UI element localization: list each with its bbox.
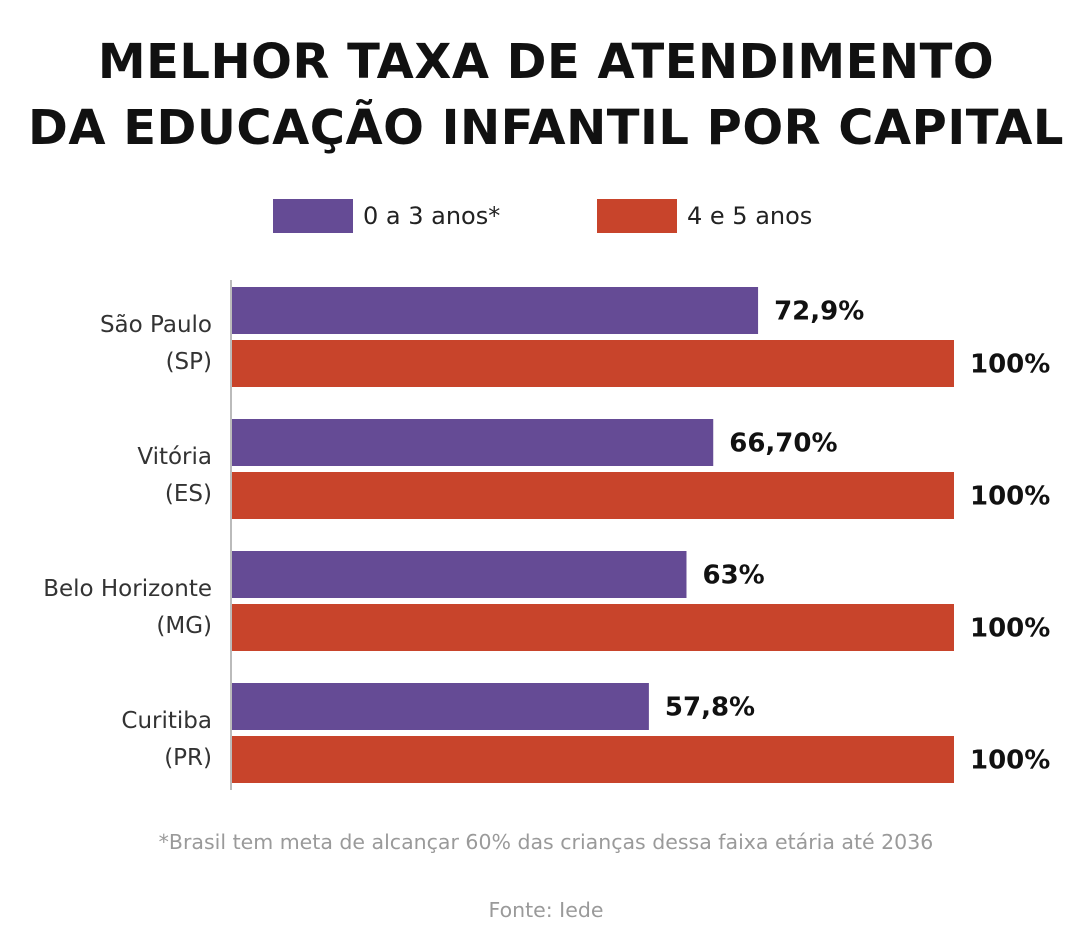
bar-sao-paulo-4-e-5-anos [231, 340, 954, 387]
value-label-sao-paulo-0-a-3-anos: 72,9% [774, 297, 864, 327]
category-sublabel-sao-paulo: (SP) [166, 349, 212, 375]
legend-item-4-e-5-anos: 4 e 5 anos [597, 199, 812, 233]
legend-swatch-0-a-3-anos [273, 199, 353, 233]
value-label-vitoria-0-a-3-anos: 66,70% [729, 429, 837, 459]
bar-vitoria-0-a-3-anos [231, 419, 714, 466]
value-label-belo-horizonte-0-a-3-anos: 63% [702, 561, 764, 591]
bar-chart: 72,9% 100% São Paulo (SP) 66,70% 100% Vitória (… [43, 280, 1050, 790]
value-label-curitiba-4-e-5-anos: 100% [970, 746, 1050, 776]
category-sublabel-belo-horizonte: (MG) [156, 613, 212, 639]
bar-vitoria-4-e-5-anos [231, 472, 954, 519]
bar-belo-horizonte-0-a-3-anos [231, 551, 687, 598]
legend-item-0-a-3-anos: 0 a 3 anos* [273, 199, 500, 233]
bar-belo-horizonte-4-e-5-anos [231, 604, 954, 651]
category-label-curitiba: Curitiba [121, 708, 212, 734]
legend-label-0-a-3-anos: 0 a 3 anos* [363, 202, 501, 230]
legend-swatch-4-e-5-anos [597, 199, 677, 233]
bar-curitiba-0-a-3-anos [231, 683, 649, 730]
footnote: *Brasil tem meta de alcançar 60% das cri… [158, 830, 934, 854]
category-sublabel-vitoria: (ES) [165, 481, 212, 507]
category-label-belo-horizonte: Belo Horizonte [43, 576, 212, 602]
bar-curitiba-4-e-5-anos [231, 736, 954, 783]
value-label-belo-horizonte-4-e-5-anos: 100% [970, 614, 1050, 644]
value-label-vitoria-4-e-5-anos: 100% [970, 482, 1050, 512]
value-label-curitiba-0-a-3-anos: 57,8% [665, 693, 755, 723]
value-label-sao-paulo-4-e-5-anos: 100% [970, 350, 1050, 380]
category-label-sao-paulo: São Paulo [100, 312, 212, 338]
chart-title-line-2: DA EDUCAÇÃO INFANTIL POR CAPITAL [28, 100, 1064, 156]
category-label-vitoria: Vitória [137, 444, 212, 470]
legend-label-4-e-5-anos: 4 e 5 anos [687, 202, 813, 230]
chart-title-line-1: MELHOR TAXA DE ATENDIMENTO [97, 34, 995, 90]
source-credit: Fonte: Iede [488, 898, 604, 922]
bar-sao-paulo-0-a-3-anos [231, 287, 759, 334]
category-sublabel-curitiba: (PR) [164, 745, 212, 771]
